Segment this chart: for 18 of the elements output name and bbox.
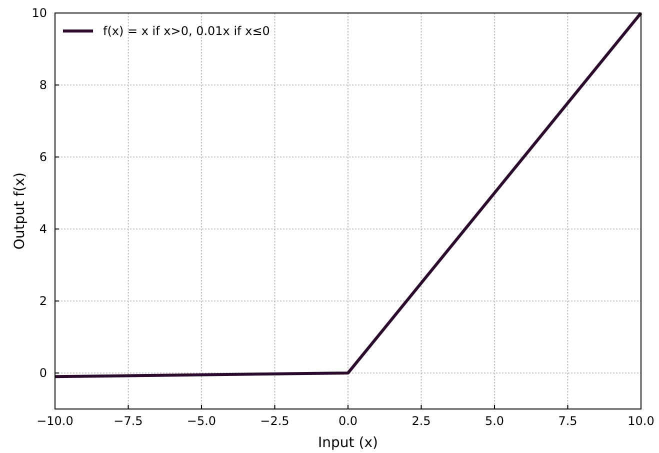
y-axis-title: Output f(x) [12, 172, 28, 250]
y-tick-label: 2 [39, 294, 47, 308]
y-tick-label: 0 [39, 366, 47, 380]
x-tick-label: 0.0 [338, 414, 358, 428]
y-tick-label: 4 [39, 222, 47, 236]
x-tick-label: 2.5 [412, 414, 431, 428]
x-tick-label: −7.5 [114, 414, 143, 428]
x-tick-label: −5.0 [186, 414, 216, 428]
x-tick-label: −2.5 [260, 414, 290, 428]
y-tick-label: 6 [39, 150, 47, 164]
x-tick-label: −10.0 [36, 414, 74, 428]
y-tick-label: 10 [32, 6, 47, 20]
x-tick-label: 5.0 [484, 414, 504, 428]
y-tick-label: 8 [39, 78, 47, 92]
x-tick-label: 10.0 [628, 414, 654, 428]
x-tick-label: 7.5 [558, 414, 578, 428]
x-axis-title: Input (x) [318, 435, 378, 451]
legend-label: f(x) = x if x>0, 0.01x if x≤0 [103, 24, 270, 38]
